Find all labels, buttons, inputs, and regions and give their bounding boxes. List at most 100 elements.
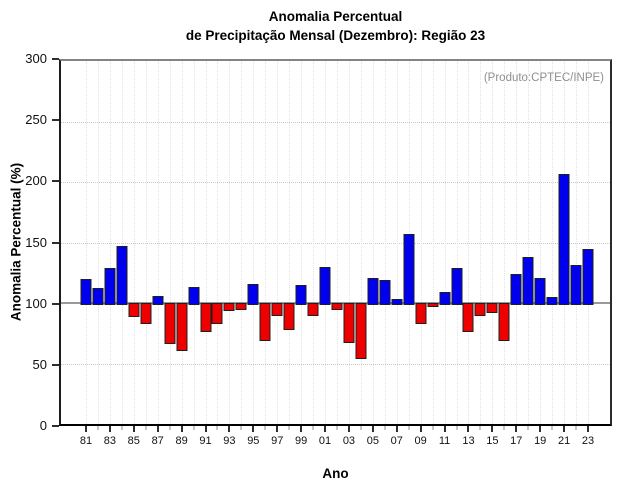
year-slot-1989: 89 [175, 61, 188, 447]
year-slot-1983: 83 [104, 61, 116, 447]
vertical-gridline-1996 [265, 61, 267, 424]
gridlines [61, 61, 610, 424]
x-tick-2022 [575, 426, 577, 430]
vertical-gridline-2016 [504, 61, 506, 424]
x-tick-2013 [467, 426, 470, 432]
x-tick-2018 [527, 426, 529, 430]
x-tick-1992 [216, 426, 218, 430]
bar-1988 [164, 303, 176, 344]
x-tick-2012 [456, 426, 458, 430]
vertical-gridline-2022 [576, 61, 578, 424]
vertical-gridline-2000 [313, 61, 315, 424]
vertical-gridline-2003 [348, 61, 350, 424]
vertical-gridline-1981 [85, 61, 87, 424]
vertical-gridline-1989 [181, 61, 183, 424]
bar-2000 [307, 303, 319, 316]
bar-2023 [582, 248, 594, 305]
y-tick-label-0: 0 [39, 418, 47, 433]
x-tick-label-2005: 05 [366, 435, 379, 447]
vertical-gridline-2009 [420, 61, 422, 424]
x-tick-label-1997: 97 [271, 435, 284, 447]
year-slot-2016 [498, 61, 510, 430]
year-slot-2002 [331, 61, 343, 430]
vertical-gridline-1982 [97, 61, 99, 424]
x-tick-2015 [491, 426, 494, 432]
x-tick-1982 [97, 426, 99, 430]
year-slot-1998 [283, 61, 295, 430]
vertical-gridline-1997 [277, 61, 279, 424]
y-tick-300 [52, 58, 59, 60]
x-tick-1998 [288, 426, 290, 430]
chart-title: Anomalia Percentual de Precipitação Mens… [59, 7, 612, 45]
year-slot-2021: 21 [558, 61, 570, 447]
bar-2002 [331, 303, 343, 310]
y-tick-150 [52, 241, 59, 244]
bar-1997 [271, 303, 283, 316]
bar-1985 [128, 303, 140, 318]
bar-1981 [80, 278, 92, 305]
x-tick-label-1993: 93 [223, 435, 236, 447]
bar-2014 [474, 303, 486, 316]
x-tick-1994 [240, 426, 242, 430]
x-tick-1991 [204, 426, 207, 432]
x-tick-2001 [324, 426, 327, 432]
x-tick-2023 [587, 426, 589, 432]
bars-row: 81 83 85 87 89 91 93 95 97 99 01 03 05 07 09 11 13 15 17 19… [61, 61, 610, 447]
vertical-gridline-1999 [301, 61, 303, 424]
x-tick-1981 [84, 426, 87, 432]
x-tick-1988 [169, 426, 171, 430]
x-tick-label-1987: 87 [151, 435, 164, 447]
x-tick-label-2017: 17 [510, 435, 523, 447]
year-slot-1988 [164, 61, 176, 430]
x-tick-2004 [360, 426, 362, 430]
year-slot-2009: 09 [415, 61, 427, 447]
vertical-gridline-1990 [193, 61, 195, 424]
bar-1996 [259, 303, 271, 342]
x-tick-label-1989: 89 [175, 435, 188, 447]
x-tick-label-2009: 09 [414, 435, 427, 447]
chart-title-line2: de Precipitação Mensal (Dezembro): Regiã… [185, 28, 486, 43]
year-slot-2010 [427, 61, 439, 430]
year-slot-2023: 23 [582, 61, 594, 447]
vertical-gridline-2019 [540, 61, 542, 424]
y-tick-0 [52, 425, 59, 427]
bar-2013 [462, 303, 474, 332]
y-tick-label-150: 150 [25, 234, 47, 250]
vertical-gridline-1993 [229, 61, 231, 424]
year-slot-1984 [116, 61, 128, 430]
year-slot-2014 [474, 61, 486, 430]
y-tick-label-300: 300 [25, 51, 47, 66]
x-tick-label-2001: 01 [318, 435, 332, 447]
bar-1990 [188, 287, 200, 305]
x-tick-1995 [252, 426, 255, 432]
x-tick-1983 [108, 426, 111, 432]
x-tick-1997 [276, 426, 279, 432]
product-annotation: (Produto:CPTEC/INPE) [483, 72, 604, 84]
y-tick-label-200: 200 [25, 173, 47, 189]
vertical-gridline-1998 [289, 61, 291, 424]
bar-2016 [498, 303, 510, 342]
bar-1995 [247, 283, 259, 305]
x-tick-label-1991: 91 [199, 435, 212, 447]
plot-area: 81 83 85 87 89 91 93 95 97 99 01 03 05 07 09 11 13 15 17 19… [59, 59, 612, 447]
x-tick-1987 [156, 426, 159, 432]
x-tick-label-2003: 03 [342, 435, 356, 447]
x-tick-1990 [193, 426, 195, 430]
x-tick-1996 [264, 426, 266, 430]
vertical-gridline-2011 [444, 61, 446, 424]
year-slot-1985: 85 [128, 61, 140, 447]
year-slot-2000 [307, 61, 319, 430]
x-tick-label-1985: 85 [127, 435, 140, 447]
x-tick-2014 [479, 426, 481, 430]
year-slot-2011: 11 [439, 61, 451, 447]
x-tick-label-2021: 21 [557, 435, 571, 447]
x-tick-2007 [395, 426, 398, 432]
year-slot-1995: 95 [247, 61, 259, 447]
gridline-250 [61, 121, 610, 123]
vertical-gridline-2018 [528, 61, 530, 424]
year-slot-1982 [92, 61, 104, 430]
x-tick-1993 [228, 426, 231, 432]
x-axis-title: Ano [322, 466, 349, 481]
x-tick-label-1981: 81 [79, 435, 93, 447]
